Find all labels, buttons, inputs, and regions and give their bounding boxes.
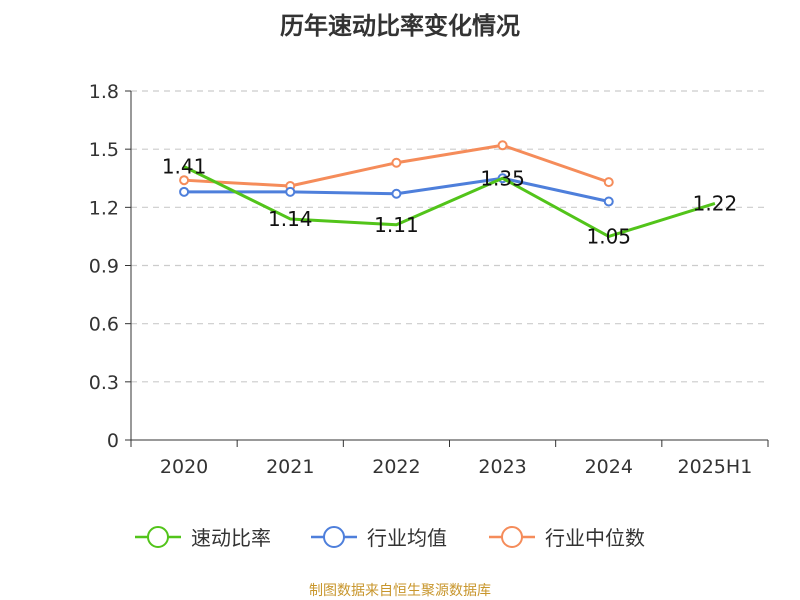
- series-line: [183, 165, 716, 238]
- series-point: [285, 186, 296, 197]
- chart-title: 历年速动比率变化情况: [280, 12, 520, 40]
- grid-lines: [131, 90, 768, 383]
- data-label: 1.05: [586, 224, 631, 248]
- series-point: [603, 196, 614, 207]
- legend-marker: [147, 526, 169, 548]
- y-tick-label: 1.5: [89, 139, 119, 161]
- y-tick-label: 1.8: [89, 81, 119, 103]
- x-tick-label: 2025H1: [678, 456, 753, 478]
- x-tick-label: 2021: [266, 456, 314, 478]
- axes: 0 0.3 0.6 0.9 1.2 1.5 1.8 2020 2021 2022 2023 2024 2…: [89, 81, 769, 478]
- series-point: [391, 157, 402, 168]
- series-point: [497, 140, 508, 151]
- data-label: 1.14: [268, 207, 313, 231]
- y-tick-label: 1.2: [89, 197, 119, 219]
- data-label: 1.41: [162, 155, 207, 179]
- series-lines: [179, 140, 716, 238]
- source-note: 制图数据来自恒生聚源数据库: [309, 583, 491, 599]
- series-point: [603, 177, 614, 188]
- y-tick-label: 0.6: [89, 314, 119, 336]
- x-tick-label: 2022: [372, 456, 420, 478]
- x-tick-label: 2023: [478, 456, 526, 478]
- y-tick-label: 0.3: [89, 372, 119, 394]
- legend-label: 行业均值: [367, 526, 447, 550]
- legend-label: 速动比率: [191, 526, 271, 550]
- series-point: [179, 175, 190, 186]
- x-tick-label: 2024: [585, 456, 633, 478]
- data-label: 1.35: [480, 166, 525, 190]
- legend-marker: [323, 526, 345, 548]
- x-tick-label: 2020: [160, 456, 208, 478]
- legend-item[interactable]: 速动比率: [135, 526, 271, 550]
- legend: 速动比率 行业均值 行业中位数: [135, 526, 645, 550]
- data-labels: 1.41 1.14 1.11 1.35 1.05 1.22: [162, 155, 737, 249]
- legend-marker: [501, 526, 523, 548]
- data-label: 1.22: [693, 191, 738, 215]
- legend-item[interactable]: 行业中位数: [489, 526, 645, 550]
- data-label: 1.11: [374, 213, 419, 237]
- series-point: [391, 188, 402, 199]
- legend-label: 行业中位数: [545, 526, 645, 550]
- y-tick-label: 0.9: [89, 256, 119, 278]
- y-tick-label: 0: [107, 430, 119, 452]
- series-point: [179, 186, 190, 197]
- legend-item[interactable]: 行业均值: [311, 526, 447, 550]
